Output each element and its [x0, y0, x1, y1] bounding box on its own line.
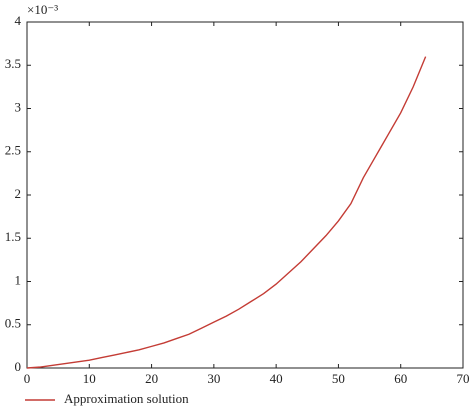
x-tick-label: 60 — [394, 371, 407, 386]
x-tick-label: 20 — [145, 371, 158, 386]
x-tick-label: 40 — [270, 371, 283, 386]
y-tick-label: 1 — [15, 272, 22, 287]
x-tick-label: 30 — [207, 371, 220, 386]
y-tick-label: 3 — [15, 99, 22, 114]
y-multiplier: ×10⁻³ — [27, 2, 58, 17]
y-tick-label: 0.5 — [5, 316, 21, 331]
y-tick-label: 4 — [15, 13, 22, 28]
x-tick-label: 50 — [332, 371, 345, 386]
legend-label: Approximation solution — [64, 391, 189, 406]
plot-frame — [26, 21, 464, 369]
x-tick-label: 0 — [24, 371, 31, 386]
y-tick-label: 3.5 — [5, 56, 21, 71]
x-tick-label: 70 — [457, 371, 470, 386]
x-tick-label: 10 — [83, 371, 96, 386]
y-tick-label: 0 — [15, 359, 22, 374]
data-line — [26, 56, 427, 369]
y-tick-label: 1.5 — [5, 229, 21, 244]
y-tick-label: 2.5 — [5, 143, 21, 158]
y-tick-label: 2 — [15, 186, 22, 201]
